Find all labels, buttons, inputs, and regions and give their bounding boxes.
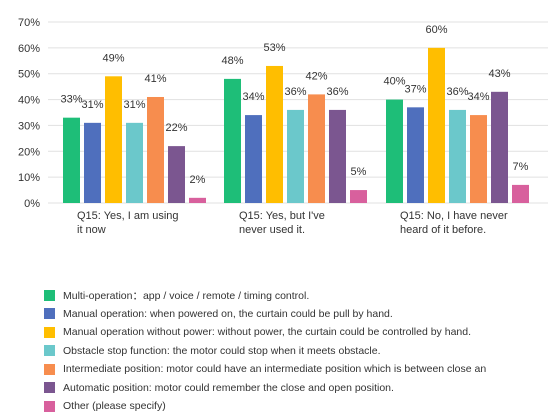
legend-swatch (44, 382, 55, 394)
legend-label: Automatic position: motor could remember… (63, 381, 394, 394)
x-category-label: never used it. (239, 224, 305, 236)
category-labels: Q15: Yes, I am using it now Q15: Yes, but … (77, 210, 508, 236)
data-label: 2% (190, 174, 206, 186)
data-labels: 33%31%49%31%41%22%2%48%34%53%36%42%36%5%… (60, 24, 528, 186)
legend-item[interactable]: Obstacle stop function: the motor could … (44, 342, 549, 361)
legend: Multi-operation：app / voice / remote / t… (44, 286, 549, 416)
bar (126, 122, 143, 203)
legend-label: Obstacle stop function: the motor could … (63, 344, 381, 357)
bars (63, 47, 529, 203)
y-tick-label: 30% (18, 120, 40, 132)
bar (105, 76, 122, 203)
bar (189, 197, 206, 203)
bar (308, 94, 325, 203)
data-label: 34% (242, 91, 264, 103)
legend-item[interactable]: Manual operation without power: without … (44, 323, 549, 342)
data-label: 48% (221, 55, 243, 67)
y-tick-label: 20% (18, 146, 40, 158)
bar (168, 146, 185, 203)
data-label: 49% (102, 52, 124, 64)
bar (407, 107, 424, 203)
data-label: 31% (123, 99, 145, 111)
legend-label: Multi-operation：app / voice / remote / t… (63, 289, 310, 302)
data-label: 7% (513, 161, 529, 173)
legend-item[interactable]: Automatic position: motor could remember… (44, 379, 549, 398)
data-label: 33% (60, 94, 82, 106)
data-label: 53% (263, 42, 285, 54)
legend-label: Manual operation without power: without … (63, 326, 472, 339)
y-tick-label: 10% (18, 172, 40, 184)
data-label: 40% (383, 76, 405, 88)
bar (63, 117, 80, 203)
y-tick-label: 50% (18, 69, 40, 81)
bar (329, 109, 346, 203)
legend-swatch (44, 363, 55, 375)
bar (470, 115, 487, 203)
y-tick-label: 60% (18, 43, 40, 55)
data-label: 22% (165, 122, 187, 134)
bar (512, 184, 529, 203)
bar (491, 91, 508, 203)
legend-item[interactable]: Manual operation: when powered on, the c… (44, 305, 549, 324)
data-label: 5% (351, 166, 367, 178)
legend-swatch (44, 289, 55, 301)
y-tick-label: 0% (24, 198, 40, 210)
legend-swatch (44, 308, 55, 320)
legend-item[interactable]: Intermediate position: motor could have … (44, 360, 549, 379)
legend-swatch (44, 326, 55, 338)
bar (245, 115, 262, 203)
data-label: 43% (488, 68, 510, 80)
bar (147, 96, 164, 203)
bar (350, 190, 367, 203)
x-category-label: heard of it before. (400, 224, 486, 236)
x-category-label: Q15: No, I have never (400, 210, 508, 222)
bar (84, 122, 101, 203)
bar (386, 99, 403, 203)
data-label: 31% (81, 99, 103, 111)
bar (428, 47, 445, 203)
bar-chart: 0%10%20%30%40%50%60%70% 33%31%49%31%41%2… (18, 17, 548, 236)
data-label: 36% (326, 86, 348, 98)
legend-label: Other (please specify) (63, 400, 166, 413)
data-label: 36% (446, 86, 468, 98)
legend-swatch (44, 400, 55, 412)
data-label: 37% (404, 83, 426, 95)
y-tick-label: 40% (18, 95, 40, 107)
x-category-label: it now (77, 224, 106, 236)
x-category-label: Q15: Yes, I am using (77, 210, 179, 222)
data-label: 36% (284, 86, 306, 98)
y-axis-ticks: 0% 10% 20% 30% 40% 50% 60% 70% (18, 17, 40, 210)
legend-swatch (44, 345, 55, 357)
bar (449, 109, 466, 203)
legend-item[interactable]: Multi-operation：app / voice / remote / t… (44, 286, 549, 305)
data-label: 60% (425, 24, 447, 36)
bar (224, 78, 241, 203)
data-label: 42% (305, 70, 327, 82)
legend-label: Intermediate position: motor could have … (63, 363, 487, 376)
bar (287, 109, 304, 203)
data-label: 41% (144, 73, 166, 85)
legend-label: Manual operation: when powered on, the c… (63, 307, 393, 320)
data-label: 34% (467, 91, 489, 103)
bar (266, 65, 283, 203)
y-tick-label: 70% (18, 17, 40, 29)
x-category-label: Q15: Yes, but I've (239, 210, 325, 222)
legend-item[interactable]: Other (please specify) (44, 397, 549, 416)
